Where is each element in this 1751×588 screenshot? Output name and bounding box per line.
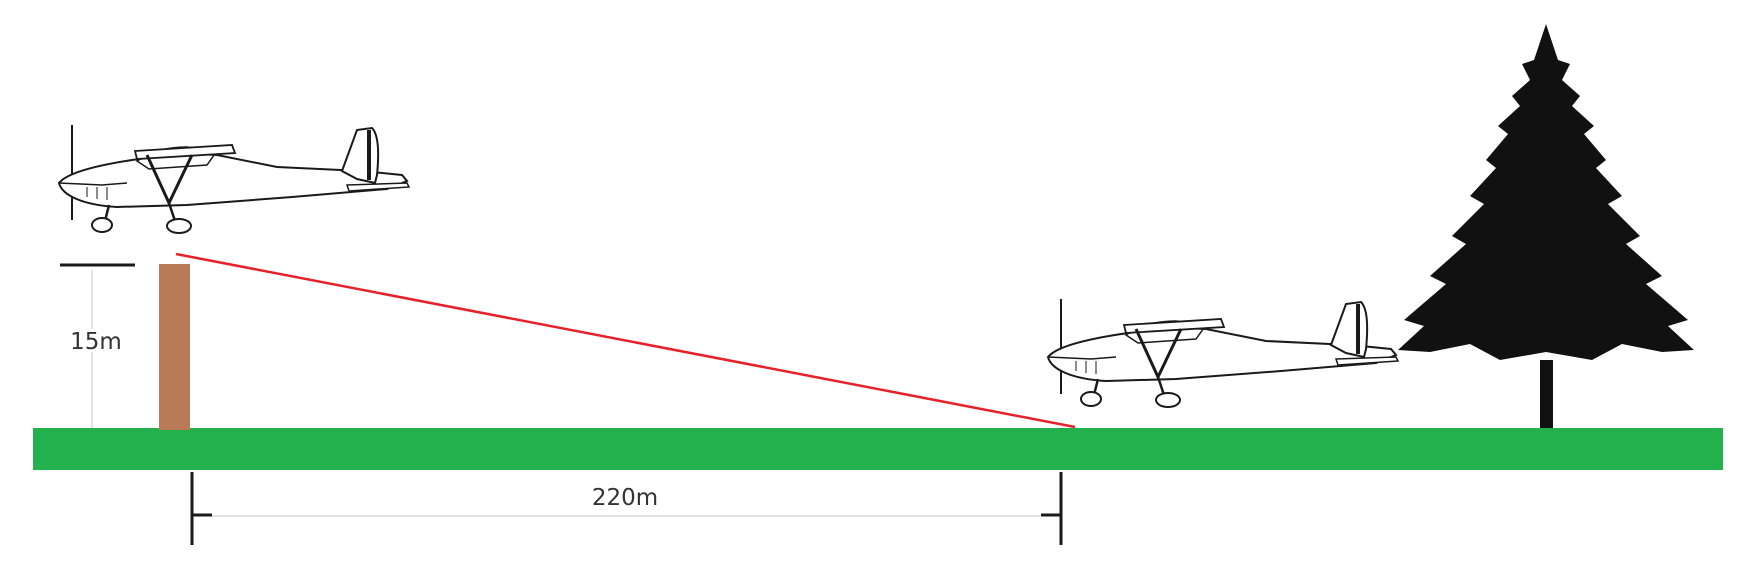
aircraft-landed-icon: [1046, 297, 1400, 409]
obstacle-height-label: 15m: [70, 329, 122, 355]
ground-distance-label: 220m: [592, 485, 658, 511]
glide-path-line: [175, 252, 1076, 429]
ground-strip: [33, 428, 1723, 470]
obstacle-post: [159, 264, 190, 430]
aircraft-approach-icon: [57, 123, 411, 235]
conifer-tree-icon: [1398, 24, 1694, 428]
